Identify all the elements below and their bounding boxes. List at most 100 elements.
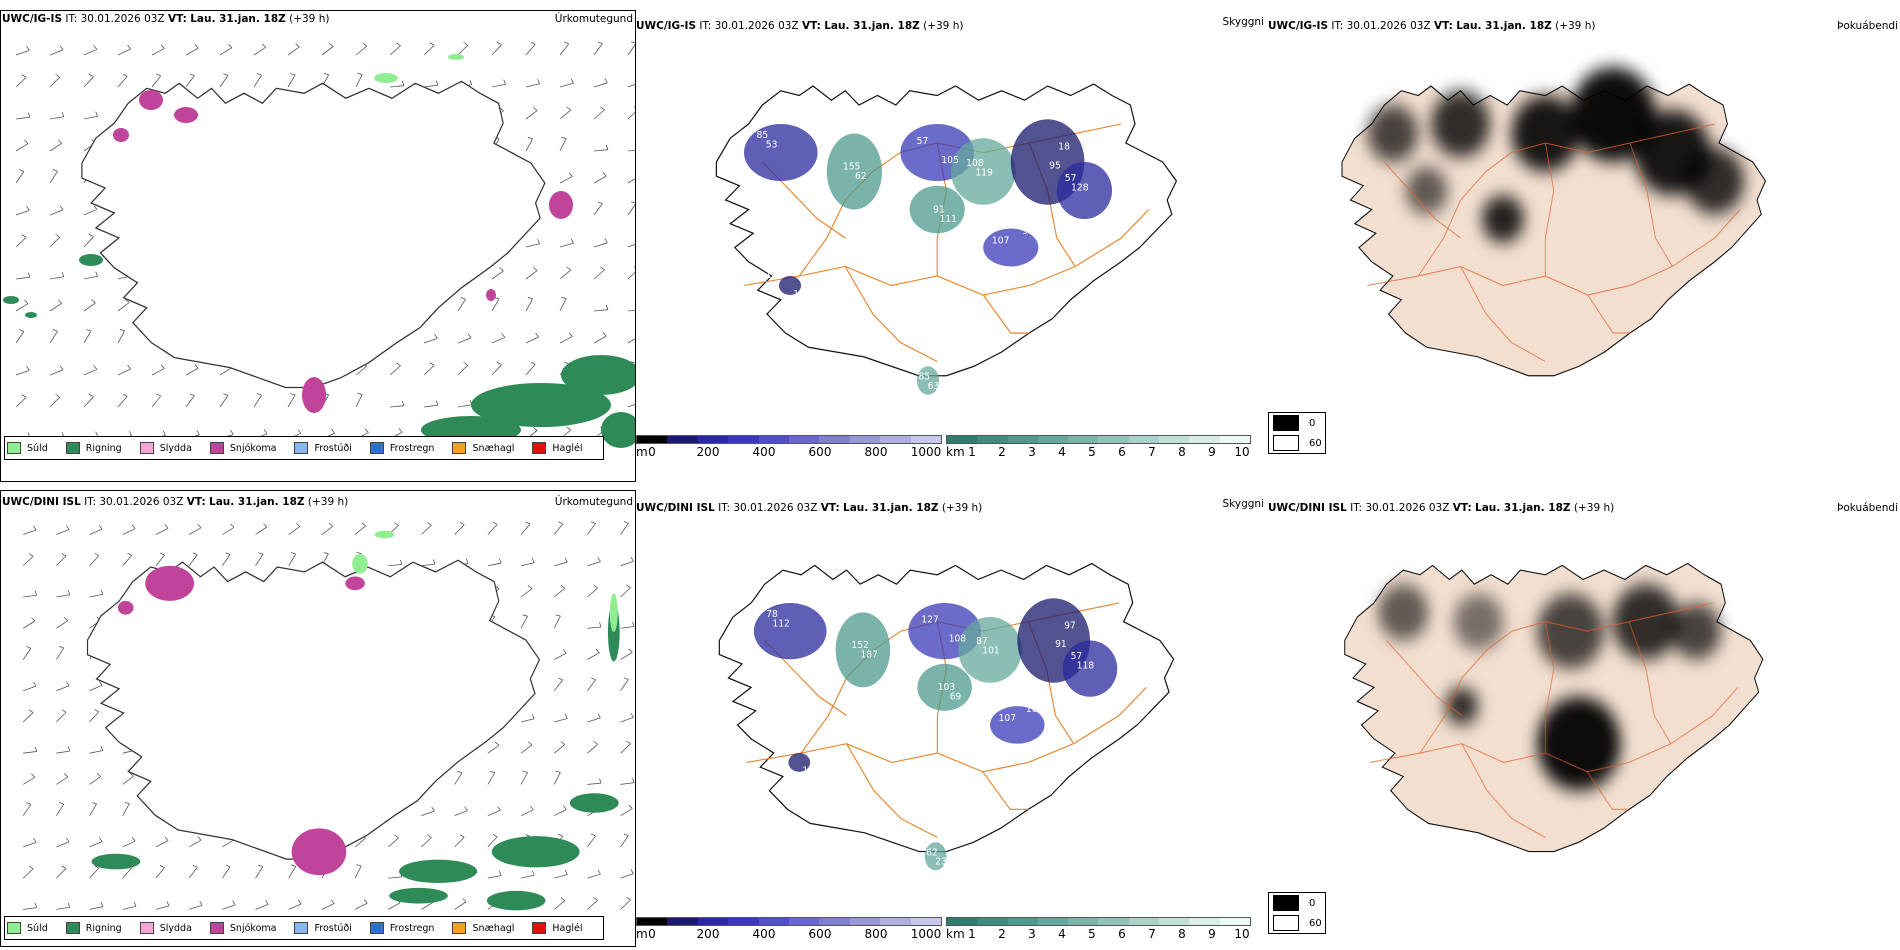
visibility-label: 102	[1026, 704, 1043, 715]
colorbar-unit: m	[636, 445, 648, 459]
fog-area	[1612, 584, 1680, 660]
fog-area	[1670, 602, 1722, 660]
legend-item: Snæhagl	[452, 442, 514, 454]
visibility-label: 105	[941, 155, 959, 166]
legend-label: Haglél	[552, 922, 583, 934]
model-name: UWC/DINI ISL	[2, 496, 81, 508]
fog-area	[1378, 584, 1429, 641]
legend-label: Slydda	[159, 442, 192, 454]
legend-label: Frostregn	[389, 922, 435, 934]
panel-header: UWC/DINI ISL IT: 30.01.2026 03Z VT: Lau.…	[636, 502, 982, 514]
low-visibility-area	[909, 185, 965, 234]
fog-legend-swatch	[1273, 415, 1299, 431]
low-visibility-areas	[744, 119, 1112, 395]
colorbar-tick: 1000	[910, 927, 942, 941]
legend-item: Slydda	[139, 922, 192, 934]
visibility-label: 69	[950, 691, 962, 702]
legend-label: Frostúði	[314, 442, 352, 454]
colorbar-tick: 200	[696, 927, 720, 941]
panel-header: UWC/IG-IS IT: 30.01.2026 03Z VT: Lau. 31…	[2, 13, 329, 25]
colorbar-tick: 2	[998, 445, 1006, 459]
visibility-label: 91	[1055, 639, 1067, 650]
visibility-labels: 78 152 108 87 91 57 103 102 62 142 112 187 127 101 97 1…	[766, 609, 1094, 868]
visibility-colorbar: km 1 2 3 4 5 6 7 8 9 10	[946, 435, 1251, 459]
height-colorbar: m 0 200 400 600 800 1000	[636, 435, 942, 459]
colorbar-tick: 9	[1208, 927, 1216, 941]
legend-item: Slydda	[139, 442, 192, 454]
legend-label: Haglél	[552, 442, 583, 454]
visibility-label: 155	[843, 161, 861, 172]
visibility-label: 53	[766, 140, 778, 151]
iceland-outline	[81, 80, 546, 389]
legend-swatch	[65, 922, 80, 934]
colorbar-tick: 1	[968, 927, 976, 941]
legend-label: Snæhagl	[472, 922, 515, 934]
it-label: IT:	[84, 496, 97, 508]
colorbar-tick: 400	[752, 445, 776, 459]
legend-label: Snjókoma	[229, 922, 277, 934]
legend-label: Frostúði	[314, 922, 352, 934]
panel-title: Úrkomutegund	[554, 496, 633, 508]
legend-item: Haglél	[532, 922, 583, 934]
low-visibility-areas	[753, 598, 1118, 871]
precip-snow-patches	[117, 565, 365, 876]
visibility-label: 62	[926, 847, 938, 858]
legend-swatch	[65, 442, 80, 454]
legend-item: Frostúði	[294, 442, 352, 454]
model-name: UWC/IG-IS	[636, 20, 697, 32]
visibility-map: 78 152 108 87 91 57 103 102 62 142 112 187 127 101 97 1…	[718, 562, 1175, 871]
fog-legend-row: 0	[1269, 413, 1325, 433]
legend-swatch	[452, 922, 467, 934]
vt-value: Lau. 31.jan. 18Z	[843, 502, 939, 514]
visibility-map: 85 155 105 108 95 57 91 90 85 128 53 62 57 119 18 128 11…	[715, 83, 1178, 395]
lead-time: (+39 h)	[1555, 20, 1596, 32]
panel-header: UWC/DINI ISL IT: 30.01.2026 03Z VT: Lau.…	[2, 496, 348, 508]
visibility-label: 186	[766, 270, 784, 281]
fog-map	[1344, 562, 1764, 853]
iceland-outline	[86, 559, 541, 860]
legend-swatch	[294, 442, 309, 454]
panel-header: UWC/IG-IS IT: 30.01.2026 03Z VT: Lau. 31…	[1268, 20, 1595, 32]
fog-area	[1445, 687, 1479, 725]
fog-area	[1405, 166, 1448, 215]
legend-swatch	[7, 442, 21, 454]
visibility-label: 95	[1049, 161, 1061, 172]
fog-panel-row1: UWC/IG-IS IT: 30.01.2026 03Z VT: Lau. 31…	[1268, 10, 1900, 480]
precip-drizzle-patches	[374, 54, 464, 83]
visibility-label: 107	[999, 713, 1016, 724]
precip-map	[3, 41, 635, 448]
colorbar-tick: 6	[1118, 445, 1126, 459]
colorbar-tick: 7	[1148, 445, 1156, 459]
legend-swatch	[294, 922, 309, 934]
fog-area	[1367, 105, 1419, 162]
legend-item: Haglél	[532, 442, 583, 454]
it-value: 30.01.2026 03Z	[80, 13, 165, 25]
panel-title: Skyggni	[1222, 16, 1265, 28]
it-value: 30.01.2026 03Z	[1365, 502, 1450, 514]
model-name: UWC/IG-IS	[1268, 20, 1329, 32]
low-visibility-area	[753, 602, 827, 660]
precip-type-panel-row2: UWC/DINI ISL IT: 30.01.2026 03Z VT: Lau.…	[0, 490, 636, 947]
visibility-label: 107	[992, 236, 1010, 247]
fog-legend-label: 0	[1309, 897, 1316, 909]
visibility-label: 57	[1065, 173, 1077, 184]
precip-legend: Súld Rigning Slydda Snjókoma Frostúði Fr…	[4, 916, 604, 940]
colorbar-tick: 8	[1178, 445, 1186, 459]
visibility-label: 108	[966, 158, 984, 169]
legend-item: Frostregn	[369, 922, 435, 934]
model-name: UWC/DINI ISL	[636, 502, 715, 514]
visibility-panel-row1: UWC/IG-IS IT: 30.01.2026 03Z VT: Lau. 31…	[636, 10, 1266, 480]
height-colorbar-strip	[636, 917, 942, 926]
precip-rain-patches	[91, 602, 620, 911]
it-value: 30.01.2026 03Z	[99, 496, 184, 508]
legend-swatch	[369, 442, 384, 454]
vt-value: Lau. 31.jan. 18Z	[209, 496, 305, 508]
low-visibility-area	[951, 138, 1016, 205]
vt-label: VT:	[1433, 20, 1453, 32]
fog-legend: 0 60	[1268, 892, 1326, 934]
legend-swatch	[532, 442, 547, 454]
roads	[1367, 123, 1741, 362]
lead-time: (+39 h)	[307, 496, 349, 508]
fog-area	[1511, 95, 1580, 172]
panel-title: Skyggni	[1222, 498, 1265, 510]
